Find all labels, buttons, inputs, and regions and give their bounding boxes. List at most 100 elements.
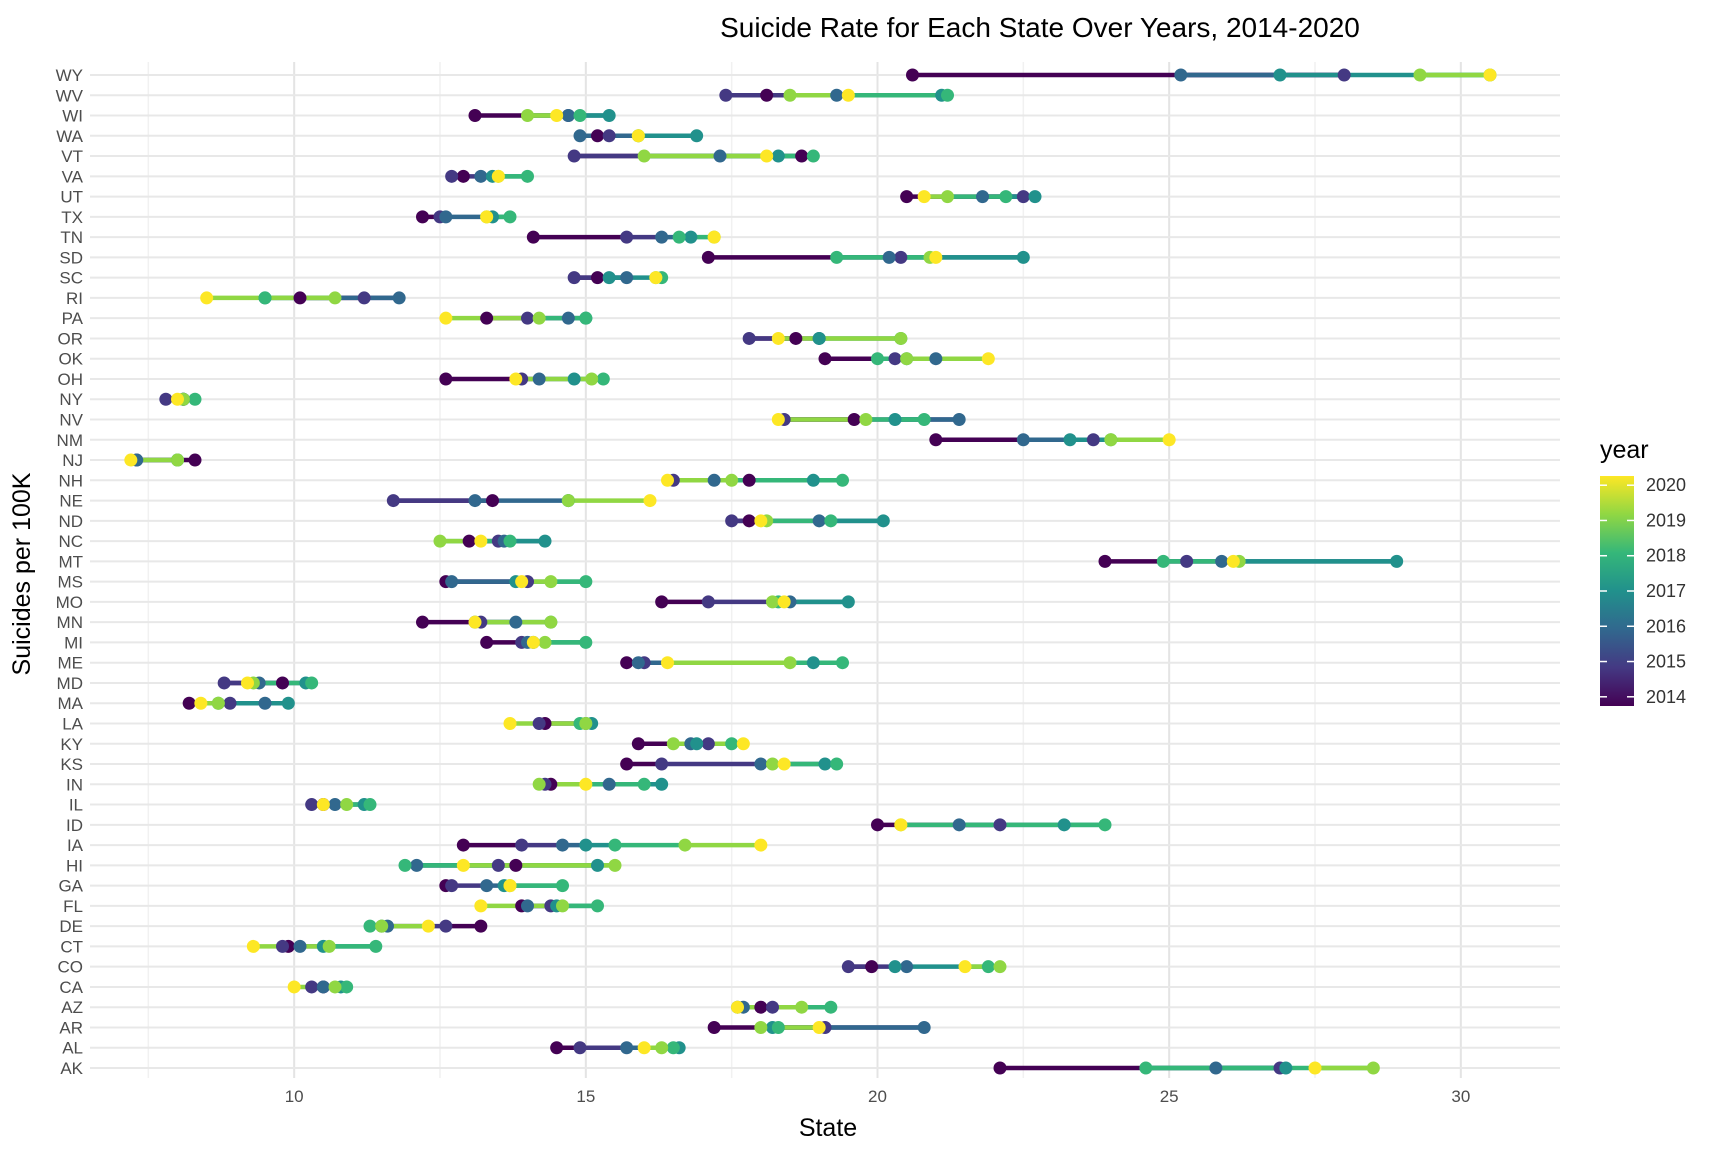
point-ma-2019 [211,696,225,710]
point-wi-2016 [561,109,575,123]
point-me-2019 [783,656,797,670]
point-vt-2016 [713,149,727,163]
state-row-id [871,818,1112,832]
point-wi-2017 [602,109,616,123]
y-tick-label: MO [56,593,83,612]
point-nm-2015 [1086,433,1100,447]
point-oh-2019 [585,372,599,386]
point-ma-2020 [194,696,208,710]
point-fl-2019 [556,899,569,913]
y-tick-label: AK [60,1059,83,1078]
point-wi-2019 [521,109,534,123]
point-me-2018 [836,656,849,670]
point-in-2019 [532,777,546,791]
point-vt-2017 [771,149,785,163]
point-ne-2014 [486,494,499,508]
grid-lines [90,62,1560,1078]
point-or-2015 [742,331,756,345]
point-wi-2020 [550,109,564,123]
point-tn-2016 [655,230,669,244]
legend-tick-label: 2016 [1646,616,1686,636]
point-nv-2014 [847,413,861,427]
y-tick-label: UT [60,188,83,207]
y-tick-label: IL [69,796,83,815]
y-tick-label: WV [56,86,84,105]
y-tick-label: LA [62,714,83,733]
x-axis-labels: 10 15 20 25 30 [285,1087,1471,1106]
legend-tick-label: 2018 [1646,546,1686,566]
point-wy-2020 [1483,68,1497,82]
point-ar-2016 [917,1020,931,1034]
state-row-pa [439,311,593,325]
legend-tick-label: 2015 [1646,652,1686,672]
y-tick-label: VA [62,167,84,186]
point-ma-2017 [281,696,295,710]
y-tick-label: NH [58,471,83,490]
y-tick-label: KS [60,755,83,774]
point-az-2015 [766,1000,779,1014]
point-oh-2020 [509,372,523,386]
point-sd-2014 [701,250,715,264]
point-ct-2016 [293,939,307,953]
point-de-2019 [375,919,389,933]
point-nh-2018 [836,473,849,487]
x-tick-label: 30 [1451,1087,1470,1106]
point-md-2018 [305,676,319,690]
point-vt-2015 [567,149,581,163]
point-nc-2018 [503,534,517,548]
point-ct-2015 [276,939,289,953]
point-ut-2015 [1016,190,1030,204]
point-ca-2019 [328,980,342,994]
state-row-or [742,331,908,345]
point-mn-2019 [544,615,558,629]
state-row-nc [433,534,552,548]
point-ok-2014 [818,352,832,366]
y-tick-label: AL [62,1039,83,1058]
state-row-mn [416,615,558,629]
point-va-2016 [474,169,488,183]
y-axis-title: Suicides per 100K [8,472,36,675]
point-ks-2018 [830,757,844,771]
point-hi-2018 [398,858,412,872]
y-tick-label: OH [58,370,84,389]
state-row-ky [631,737,750,751]
point-nh-2014 [742,473,756,487]
point-mi-2018 [579,635,593,649]
point-ak-2017 [1279,1061,1293,1075]
point-ut-2018 [999,190,1013,204]
legend-title: year [1600,436,1649,464]
state-row-va [445,169,534,183]
legend-tick-label: 2017 [1646,581,1686,601]
y-tick-label: NJ [62,451,83,470]
y-tick-label: HI [66,856,83,875]
point-nm-2016 [1016,433,1030,447]
point-tn-2017 [684,230,698,244]
state-row-tn [526,230,721,244]
state-row-ct [246,939,383,953]
point-il-2016 [328,798,342,812]
point-ny-2015 [159,392,173,406]
point-nv-2018 [917,413,931,427]
y-tick-label: MD [57,674,83,693]
point-va-2020 [491,169,505,183]
point-in-2016 [602,777,616,791]
point-ia-2018 [608,838,622,852]
point-ar-2018 [771,1020,785,1034]
point-ga-2020 [503,879,517,893]
y-tick-label: SD [59,248,83,267]
point-ri-2018 [258,291,272,305]
state-row-me [620,656,849,670]
point-co-2018 [981,960,995,974]
point-in-2018 [637,777,651,791]
y-tick-label: CO [58,958,84,977]
state-row-mi [480,635,593,649]
point-co-2019 [993,960,1007,974]
state-row-ri [200,291,406,305]
point-hi-2017 [591,858,604,872]
state-row-wi [468,109,616,123]
state-row-al [550,1041,686,1055]
point-nc-2020 [474,534,488,548]
state-row-ar [707,1020,931,1034]
point-il-2019 [340,798,354,812]
